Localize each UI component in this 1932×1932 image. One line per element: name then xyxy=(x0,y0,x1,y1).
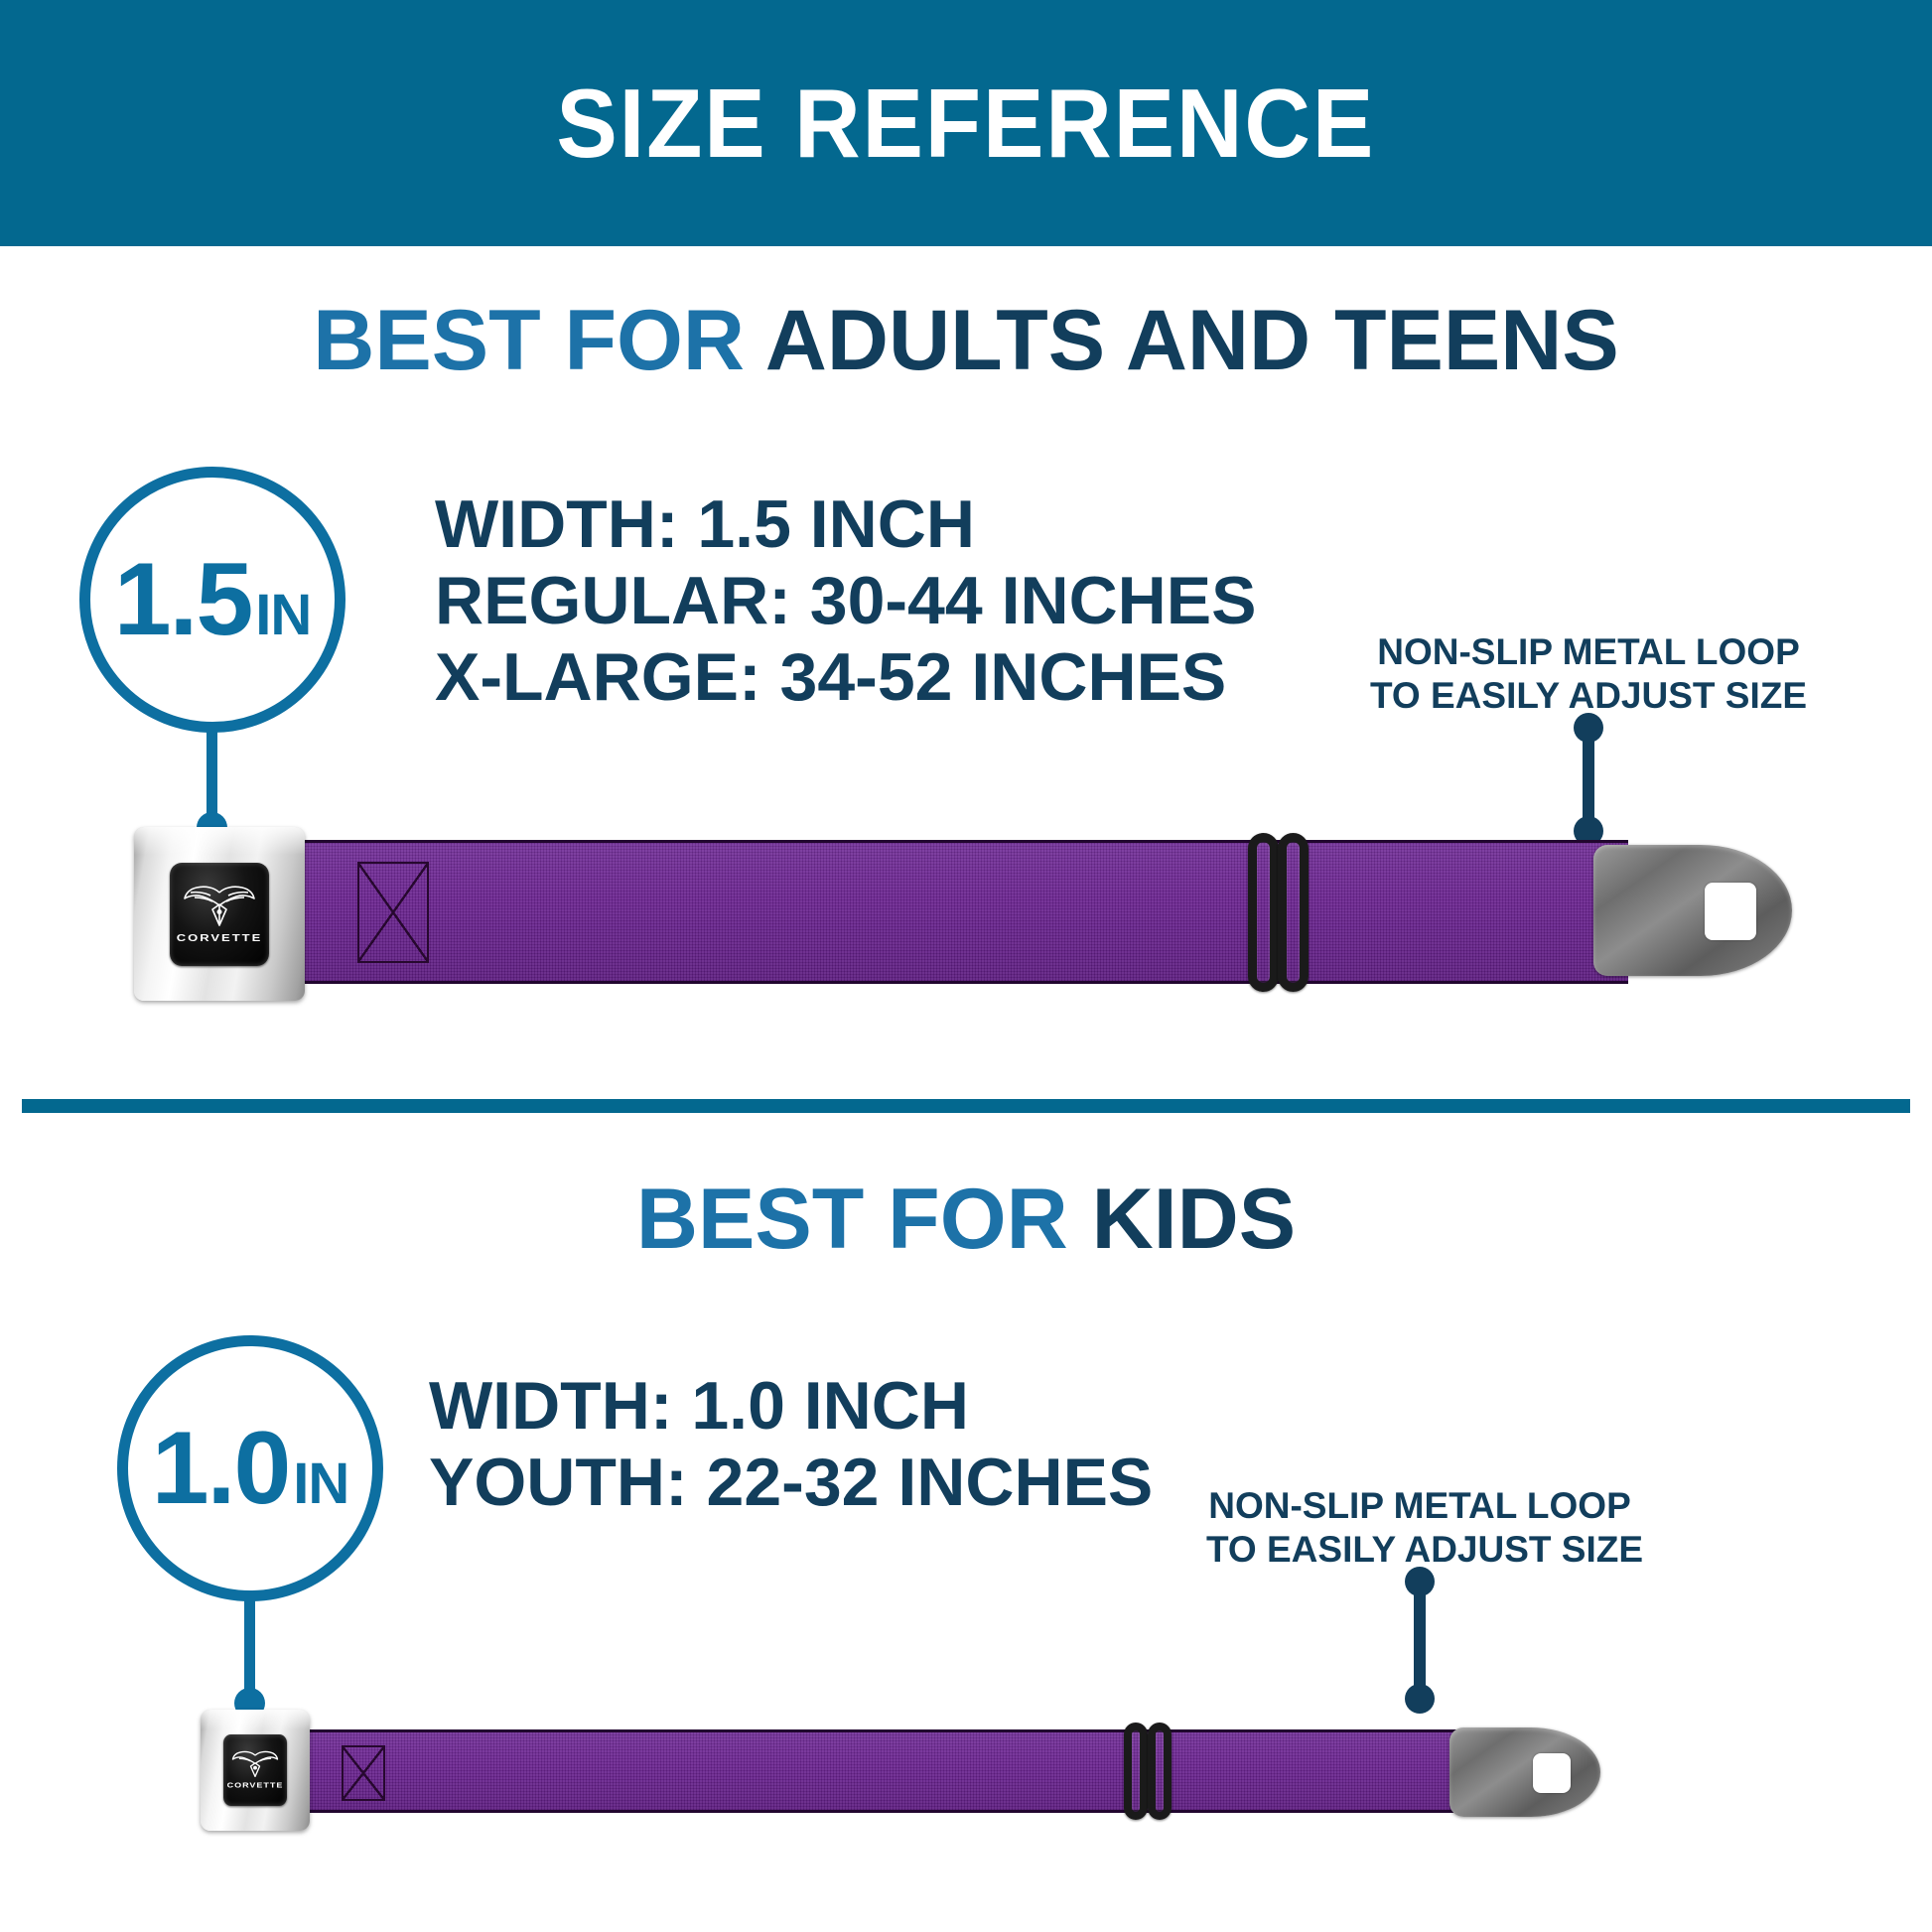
size-badge-number-kids: 1.0 xyxy=(151,1411,292,1526)
section-heading-kids-dark: KIDS xyxy=(1091,1172,1297,1267)
header-banner: SIZE REFERENCE xyxy=(0,0,1932,246)
callout-line-1: NON-SLIP METAL LOOP xyxy=(1377,631,1800,672)
callout-line-2-kids: TO EASILY ADJUST SIZE xyxy=(1206,1529,1644,1571)
belt-tongue-hole-kids xyxy=(1533,1753,1571,1793)
belt-stitch-box-x-kids xyxy=(342,1745,385,1801)
section-heading-adults-dark: ADULTS AND TEENS xyxy=(764,293,1619,388)
callout-line-2: TO EASILY ADJUST SIZE xyxy=(1370,675,1808,717)
size-badge-number: 1.5 xyxy=(113,542,254,657)
callout-nonslip-loop-kids: NON-SLIP METAL LOOP TO EASILY ADJUST SIZ… xyxy=(1206,1484,1644,1573)
belt-tongue-hole-adults xyxy=(1705,883,1756,940)
size-badge-1-5-inch: 1.5 IN xyxy=(79,467,345,733)
buckle-logo-plate-kids: CORVETTE xyxy=(223,1734,287,1806)
belt-loop-ring-2-kids xyxy=(1148,1723,1172,1820)
belt-buckle-kids: CORVETTE xyxy=(201,1710,310,1831)
callout-dot-bottom-kids xyxy=(1405,1684,1435,1714)
spec-list-adults: WIDTH: 1.5 INCH REGULAR: 30-44 INCHES X-… xyxy=(435,486,1257,715)
belt-loop-ring-1-adults xyxy=(1248,833,1279,992)
callout-line-1-kids: NON-SLIP METAL LOOP xyxy=(1208,1485,1631,1526)
belt-loop-ring-1-kids xyxy=(1124,1723,1148,1820)
callout-stem-kids xyxy=(1414,1576,1426,1701)
spec-line-youth-kids: YOUTH: 22-32 INCHES xyxy=(429,1444,1154,1520)
buckle-wordmark-kids: CORVETTE xyxy=(226,1781,284,1790)
belt-stitch-box-x-adults xyxy=(357,862,429,963)
section-heading-adults-light: BEST FOR xyxy=(313,293,765,388)
callout-stem-adults xyxy=(1583,722,1594,831)
spec-line-xlarge: X-LARGE: 34-52 INCHES xyxy=(435,638,1227,715)
callout-nonslip-loop-adults: NON-SLIP METAL LOOP TO EASILY ADJUST SIZ… xyxy=(1370,630,1807,719)
belt-metal-tongue-kids xyxy=(1449,1727,1600,1817)
belt-buckle-adults: CORVETTE xyxy=(134,827,305,1001)
section-heading-kids-light: BEST FOR xyxy=(635,1172,1092,1267)
spec-line-regular: REGULAR: 30-44 INCHES xyxy=(435,562,1257,638)
spec-list-kids: WIDTH: 1.0 INCH YOUTH: 22-32 INCHES xyxy=(429,1368,1153,1521)
section-heading-adults: BEST FOR ADULTS AND TEENS xyxy=(0,298,1932,383)
section-heading-kids: BEST FOR KIDS xyxy=(0,1176,1932,1262)
belt-metal-tongue-adults xyxy=(1593,845,1792,976)
seatbelt-kids: CORVETTE xyxy=(201,1710,1610,1831)
badge-leader-line-adults xyxy=(207,731,217,834)
belt-strap-adults xyxy=(293,840,1628,984)
belt-strap-kids xyxy=(300,1729,1491,1813)
seatbelt-adults: CORVETTE xyxy=(134,827,1802,1001)
buckle-wordmark-adults: CORVETTE xyxy=(176,931,263,943)
corvette-crossed-flags-icon xyxy=(184,885,255,926)
size-badge-unit: IN xyxy=(255,583,312,647)
badge-leader-line-kids xyxy=(244,1599,255,1711)
section-divider xyxy=(22,1099,1910,1113)
size-badge-label-kids: 1.0 IN xyxy=(151,1411,350,1526)
size-badge-unit-kids: IN xyxy=(293,1451,349,1516)
belt-loop-ring-2-adults xyxy=(1278,833,1309,992)
page-title: SIZE REFERENCE xyxy=(556,69,1376,178)
size-badge-1-0-inch: 1.0 IN xyxy=(117,1335,383,1601)
size-badge-label: 1.5 IN xyxy=(113,542,313,657)
corvette-crossed-flags-icon xyxy=(231,1750,279,1777)
buckle-logo-plate-adults: CORVETTE xyxy=(170,862,269,966)
spec-line-width-kids: WIDTH: 1.0 INCH xyxy=(429,1368,969,1444)
spec-line-width: WIDTH: 1.5 INCH xyxy=(435,486,975,562)
